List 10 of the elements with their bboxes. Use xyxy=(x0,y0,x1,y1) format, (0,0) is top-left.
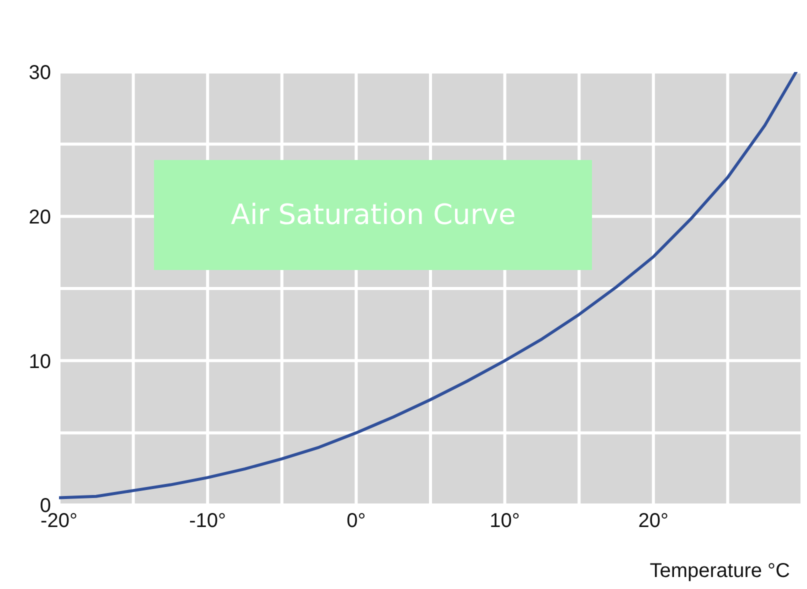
title-box: Air Saturation Curve xyxy=(154,160,592,270)
line-series xyxy=(59,72,798,500)
x-axis-title: Temperature °C xyxy=(650,560,790,582)
x-tick-label: -10° xyxy=(189,510,226,532)
x-tick-label: 20° xyxy=(638,510,669,532)
y-tick-label: 10 xyxy=(28,350,51,373)
y-tick-label: 20 xyxy=(28,206,51,228)
y-tick-label: 30 xyxy=(28,62,51,84)
x-tick-label: 10° xyxy=(490,510,520,532)
x-tick-label: 0° xyxy=(346,510,366,532)
